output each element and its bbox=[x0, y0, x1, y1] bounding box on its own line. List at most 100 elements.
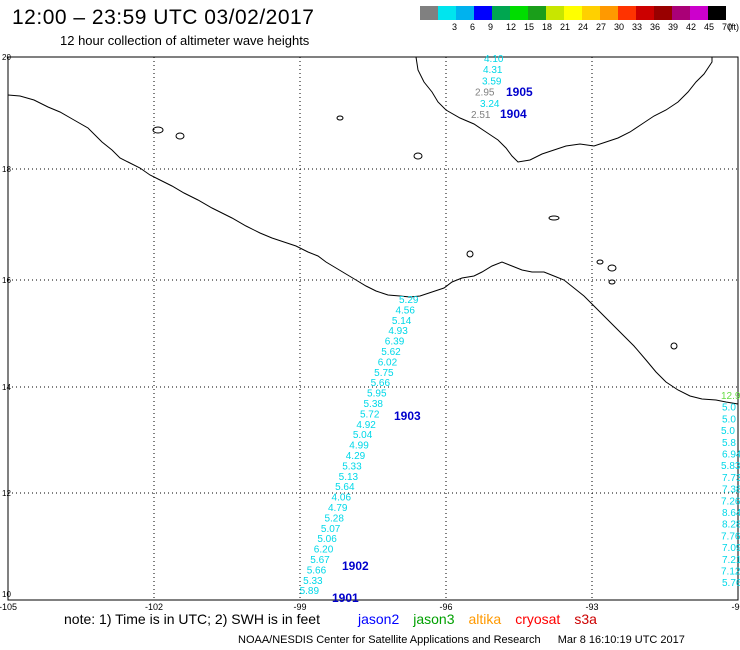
colorbar-label: 12 bbox=[506, 22, 517, 32]
swh-value: 8.64 bbox=[722, 508, 740, 519]
swh-value: 2.95 bbox=[475, 88, 495, 99]
colorbar-label: 42 bbox=[686, 22, 697, 32]
colorbar-cell bbox=[510, 6, 528, 20]
swh-value: 5.83 bbox=[721, 461, 740, 472]
swh-value: 5.13 bbox=[339, 472, 359, 483]
swh-value: 4.31 bbox=[483, 65, 503, 76]
lake-outline bbox=[607, 264, 617, 272]
swh-value: 5.0 bbox=[722, 403, 736, 414]
swh-value: 4.10 bbox=[484, 54, 504, 65]
colorbar-cell bbox=[672, 6, 690, 20]
swh-value: 6.94 bbox=[722, 450, 740, 461]
colorbar-cell bbox=[546, 6, 564, 20]
swh-value: 7.38 bbox=[722, 485, 740, 496]
swh-value: 5.66 bbox=[307, 565, 327, 576]
lake-outline bbox=[670, 342, 678, 350]
swh-value: 4.56 bbox=[395, 305, 415, 316]
swh-value: 7.76 bbox=[721, 531, 740, 542]
credit-agency: NOAA/NESDIS Center for Satellite Applica… bbox=[238, 634, 541, 646]
pacific-coastline bbox=[7, 94, 739, 405]
swh-colorbar-labels: 3 6 9 12 15 18 21 24 27 30 33 36 39 42 45 70 (ft) bbox=[420, 22, 740, 36]
swh-value: 5.0 bbox=[722, 414, 736, 425]
pass-id-label: 1903 bbox=[394, 409, 421, 423]
lake-outline bbox=[466, 250, 474, 258]
swh-value: 5.67 bbox=[310, 555, 330, 566]
lake-outline bbox=[413, 152, 423, 160]
mission-altika: altika bbox=[468, 611, 502, 627]
colorbar-label: 33 bbox=[632, 22, 643, 32]
colorbar-label: 70 bbox=[722, 22, 733, 32]
swh-value: 2.51 bbox=[471, 110, 491, 121]
swh-value: 5.8 bbox=[722, 438, 736, 449]
colorbar-label: 18 bbox=[542, 22, 553, 32]
swh-value: 5.75 bbox=[374, 368, 394, 379]
colorbar-label: 27 bbox=[596, 22, 607, 32]
lat-label: 12 bbox=[2, 489, 11, 498]
swh-value: 7.12 bbox=[721, 567, 740, 578]
swh-value: 5.06 bbox=[317, 534, 337, 545]
pass-id-label: 1904 bbox=[500, 107, 527, 121]
colorbar-cell bbox=[528, 6, 546, 20]
swh-value: 12.9 bbox=[721, 391, 740, 402]
swh-value: 7.21 bbox=[722, 555, 740, 566]
lon-label: -105 bbox=[0, 602, 17, 612]
swh-value: 5.28 bbox=[324, 513, 344, 524]
credit-line: NOAA/NESDIS Center for Satellite Applica… bbox=[238, 634, 685, 646]
legend-footer: note: 1) Time is in UTC; 2) SWH is in fe… bbox=[64, 611, 611, 627]
colorbar-cell bbox=[564, 6, 582, 20]
lake-outline bbox=[608, 279, 616, 285]
swh-colorbar bbox=[420, 6, 726, 20]
colorbar-label: 3 bbox=[452, 22, 458, 32]
swh-value: 7.73 bbox=[722, 473, 740, 484]
swh-value: 6.39 bbox=[385, 337, 405, 348]
mission-cryosat: cryosat bbox=[515, 611, 561, 627]
page-title: 12:00 – 23:59 UTC 03/02/2017 bbox=[12, 6, 315, 29]
colorbar-cell bbox=[492, 6, 510, 20]
lake-outline bbox=[336, 115, 344, 121]
lake-outline bbox=[596, 259, 604, 265]
colorbar-cell bbox=[438, 6, 456, 20]
colorbar-cell bbox=[582, 6, 600, 20]
lat-label: 20 bbox=[2, 53, 11, 62]
lake-outline bbox=[175, 132, 185, 140]
lon-label: -102 bbox=[145, 602, 163, 612]
lake-outline bbox=[548, 215, 560, 221]
page-subtitle: 12 hour collection of altimeter wave hei… bbox=[60, 33, 310, 48]
swh-value: 6.20 bbox=[314, 545, 334, 556]
swh-value: 8.28 bbox=[722, 520, 740, 531]
pass-id-label: 1901 bbox=[332, 591, 359, 605]
swh-value: 4.92 bbox=[356, 420, 376, 431]
swh-value: 5.14 bbox=[392, 316, 412, 327]
colorbar-cell bbox=[654, 6, 672, 20]
colorbar-label: 15 bbox=[524, 22, 535, 32]
colorbar-label: 6 bbox=[470, 22, 476, 32]
swh-value: 5.66 bbox=[371, 378, 391, 389]
swh-value: 5.0 bbox=[721, 426, 735, 437]
swh-value: 6.02 bbox=[378, 357, 398, 368]
swh-value: 5.33 bbox=[303, 576, 323, 587]
lat-label: 16 bbox=[2, 276, 11, 285]
colorbar-unit: (ft) bbox=[728, 22, 739, 32]
swh-value: 5.33 bbox=[342, 461, 362, 472]
colorbar-label: 9 bbox=[488, 22, 494, 32]
swh-value: 5.89 bbox=[300, 586, 320, 597]
swh-value: 5.38 bbox=[364, 399, 384, 410]
colorbar-cell bbox=[474, 6, 492, 20]
mission-jason2: jason2 bbox=[357, 611, 400, 627]
swh-value: 5.95 bbox=[367, 389, 387, 400]
mission-jason3: jason3 bbox=[413, 611, 455, 627]
swh-value: 5.29 bbox=[399, 295, 419, 306]
swh-value: 5.04 bbox=[353, 430, 373, 441]
lat-label: 10 bbox=[2, 590, 11, 599]
lake-outline bbox=[152, 126, 164, 134]
colorbar-cell bbox=[600, 6, 618, 20]
swh-value: 5.72 bbox=[360, 409, 380, 420]
colorbar-cell bbox=[420, 6, 438, 20]
lon-label: -99 bbox=[293, 602, 306, 612]
swh-value: 5.76 bbox=[722, 578, 740, 589]
colorbar-cell bbox=[636, 6, 654, 20]
gulf-coastline bbox=[415, 56, 713, 163]
colorbar-label: 24 bbox=[578, 22, 589, 32]
colorbar-cell bbox=[618, 6, 636, 20]
